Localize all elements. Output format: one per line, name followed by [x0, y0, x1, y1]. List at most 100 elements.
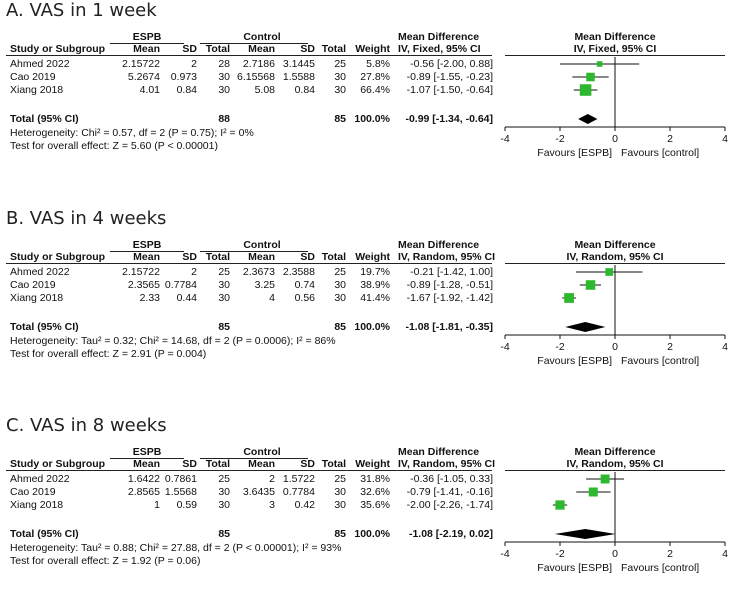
control-sd: 1.5722: [282, 473, 315, 485]
control-sd: 1.5588: [282, 71, 315, 83]
study-weight: 35.6%: [360, 499, 390, 511]
total-label: Total (95% CI): [10, 113, 79, 125]
forest-plot-svg: -4 -2 0 2 4: [500, 265, 728, 353]
total-control: 85: [334, 321, 346, 333]
col-mean-1: Mean: [133, 43, 160, 55]
x-tick-label: 4: [722, 341, 728, 353]
study-weight: 19.7%: [360, 266, 390, 278]
col-total-1: Total: [205, 251, 230, 263]
col-method-table: IV, Fixed, 95% CI: [398, 43, 481, 55]
effect-square: [585, 280, 596, 290]
header-rule: [6, 470, 492, 471]
study-ci: -0.21 [-1.42, 1.00]: [410, 266, 493, 278]
col-sd-2: SD: [300, 251, 315, 263]
total-espb: 88: [218, 113, 230, 125]
control-sd: 3.1445: [282, 58, 315, 70]
col-sd-1: SD: [182, 43, 197, 55]
effect-square: [588, 487, 598, 497]
study-ci: -1.07 [-1.50, -0.64]: [406, 84, 493, 96]
col-mean-1: Mean: [133, 251, 160, 263]
study-weight: 31.8%: [360, 473, 390, 485]
study-name: Ahmed 2022: [10, 266, 70, 278]
group2-underline: [200, 43, 308, 44]
x-tick-label: -4: [500, 548, 509, 560]
md-header-plot: Mean Difference: [574, 31, 656, 43]
study-ci: -0.79 [-1.41, -0.16]: [406, 486, 493, 498]
x-tick-label: -2: [555, 548, 564, 560]
study-weight: 5.8%: [366, 58, 390, 70]
x-tick-label: -4: [500, 341, 509, 353]
col-total-1: Total: [205, 43, 230, 55]
control-sd: 0.74: [294, 279, 315, 291]
col-mean-1: Mean: [133, 458, 160, 470]
group1-underline: [110, 43, 184, 44]
control-mean: 2: [269, 473, 275, 485]
total-weight: 100.0%: [354, 321, 390, 333]
x-tick-label: 0: [612, 133, 618, 145]
group1-underline: [110, 251, 184, 252]
control-sd: 0.7784: [282, 486, 315, 498]
espb-total: 28: [218, 58, 230, 70]
espb-sd: 2: [191, 266, 197, 278]
group1-header: ESPB: [132, 446, 162, 458]
control-mean: 3: [269, 499, 275, 511]
col-method-table: IV, Random, 95% CI: [398, 251, 496, 263]
study-ci: -0.89 [-1.55, -0.23]: [406, 71, 493, 83]
col-weight: Weight: [355, 251, 390, 263]
favours-espb-label: Favours [ESPB]: [537, 562, 612, 574]
total-weight: 100.0%: [354, 528, 390, 540]
study-weight: 41.4%: [360, 292, 390, 304]
total-label: Total (95% CI): [10, 528, 79, 540]
espb-sd: 0.7861: [164, 473, 197, 485]
total-ci: -1.08 [-1.81, -0.35]: [405, 321, 493, 333]
espb-total: 30: [218, 84, 230, 96]
heterogeneity-text: Heterogeneity: Chi² = 0.57, df = 2 (P = …: [10, 127, 254, 139]
study-ci: -2.00 [-2.26, -1.74]: [406, 499, 493, 511]
study-name: Ahmed 2022: [10, 473, 70, 485]
control-mean: 6.15568: [237, 71, 275, 83]
x-tick-label: 2: [667, 341, 673, 353]
espb-total: 30: [218, 279, 230, 291]
md-header-table: Mean Difference: [398, 31, 480, 43]
control-mean: 2.7186: [242, 58, 275, 70]
study-ci: -0.56 [-2.00, 0.88]: [410, 58, 493, 70]
effect-square: [564, 293, 574, 303]
plot-header-rule: [505, 470, 725, 471]
x-tick-label: -4: [500, 133, 509, 145]
forest-panel-2: C. VAS in 8 weeks ESPB Control Mean Differe…: [0, 415, 739, 615]
favours-control-label: Favours [control]: [621, 355, 700, 367]
study-ci: -1.67 [-1.92, -1.42]: [406, 292, 493, 304]
total-espb: 85: [218, 321, 230, 333]
control-total: 30: [334, 279, 346, 291]
col-method-plot: IV, Fixed, 95% CI: [573, 43, 657, 55]
md-header-table: Mean Difference: [398, 446, 480, 458]
col-sd-1: SD: [182, 458, 197, 470]
col-mean-2: Mean: [248, 458, 275, 470]
md-header-plot: Mean Difference: [574, 446, 656, 458]
md-header-plot: Mean Difference: [574, 239, 656, 251]
x-tick-label: 0: [612, 341, 618, 353]
espb-mean: 4.01: [139, 84, 160, 96]
col-total-2: Total: [321, 251, 346, 263]
control-total: 25: [334, 473, 346, 485]
study-name: Cao 2019: [10, 71, 56, 83]
favours-espb-label: Favours [ESPB]: [537, 355, 612, 367]
control-total: 30: [334, 71, 346, 83]
plot-header-rule: [505, 263, 725, 264]
overall-effect-text: Test for overall effect: Z = 5.60 (P < 0…: [10, 140, 218, 152]
control-mean: 2.3673: [242, 266, 275, 278]
overall-effect-text: Test for overall effect: Z = 2.91 (P = 0…: [10, 348, 207, 360]
group2-header: Control: [243, 239, 281, 251]
control-total: 25: [334, 58, 346, 70]
total-espb: 85: [218, 528, 230, 540]
study-name: Cao 2019: [10, 486, 56, 498]
panel-title: A. VAS in 1 week: [6, 0, 157, 21]
col-sd-1: SD: [182, 251, 197, 263]
effect-square: [586, 72, 595, 82]
header-rule: [6, 263, 492, 264]
panel-title: C. VAS in 8 weeks: [6, 415, 167, 436]
study-weight: 27.8%: [360, 71, 390, 83]
col-study: Study or Subgroup: [10, 458, 106, 470]
control-mean: 5.08: [254, 84, 275, 96]
effect-square: [579, 84, 592, 96]
